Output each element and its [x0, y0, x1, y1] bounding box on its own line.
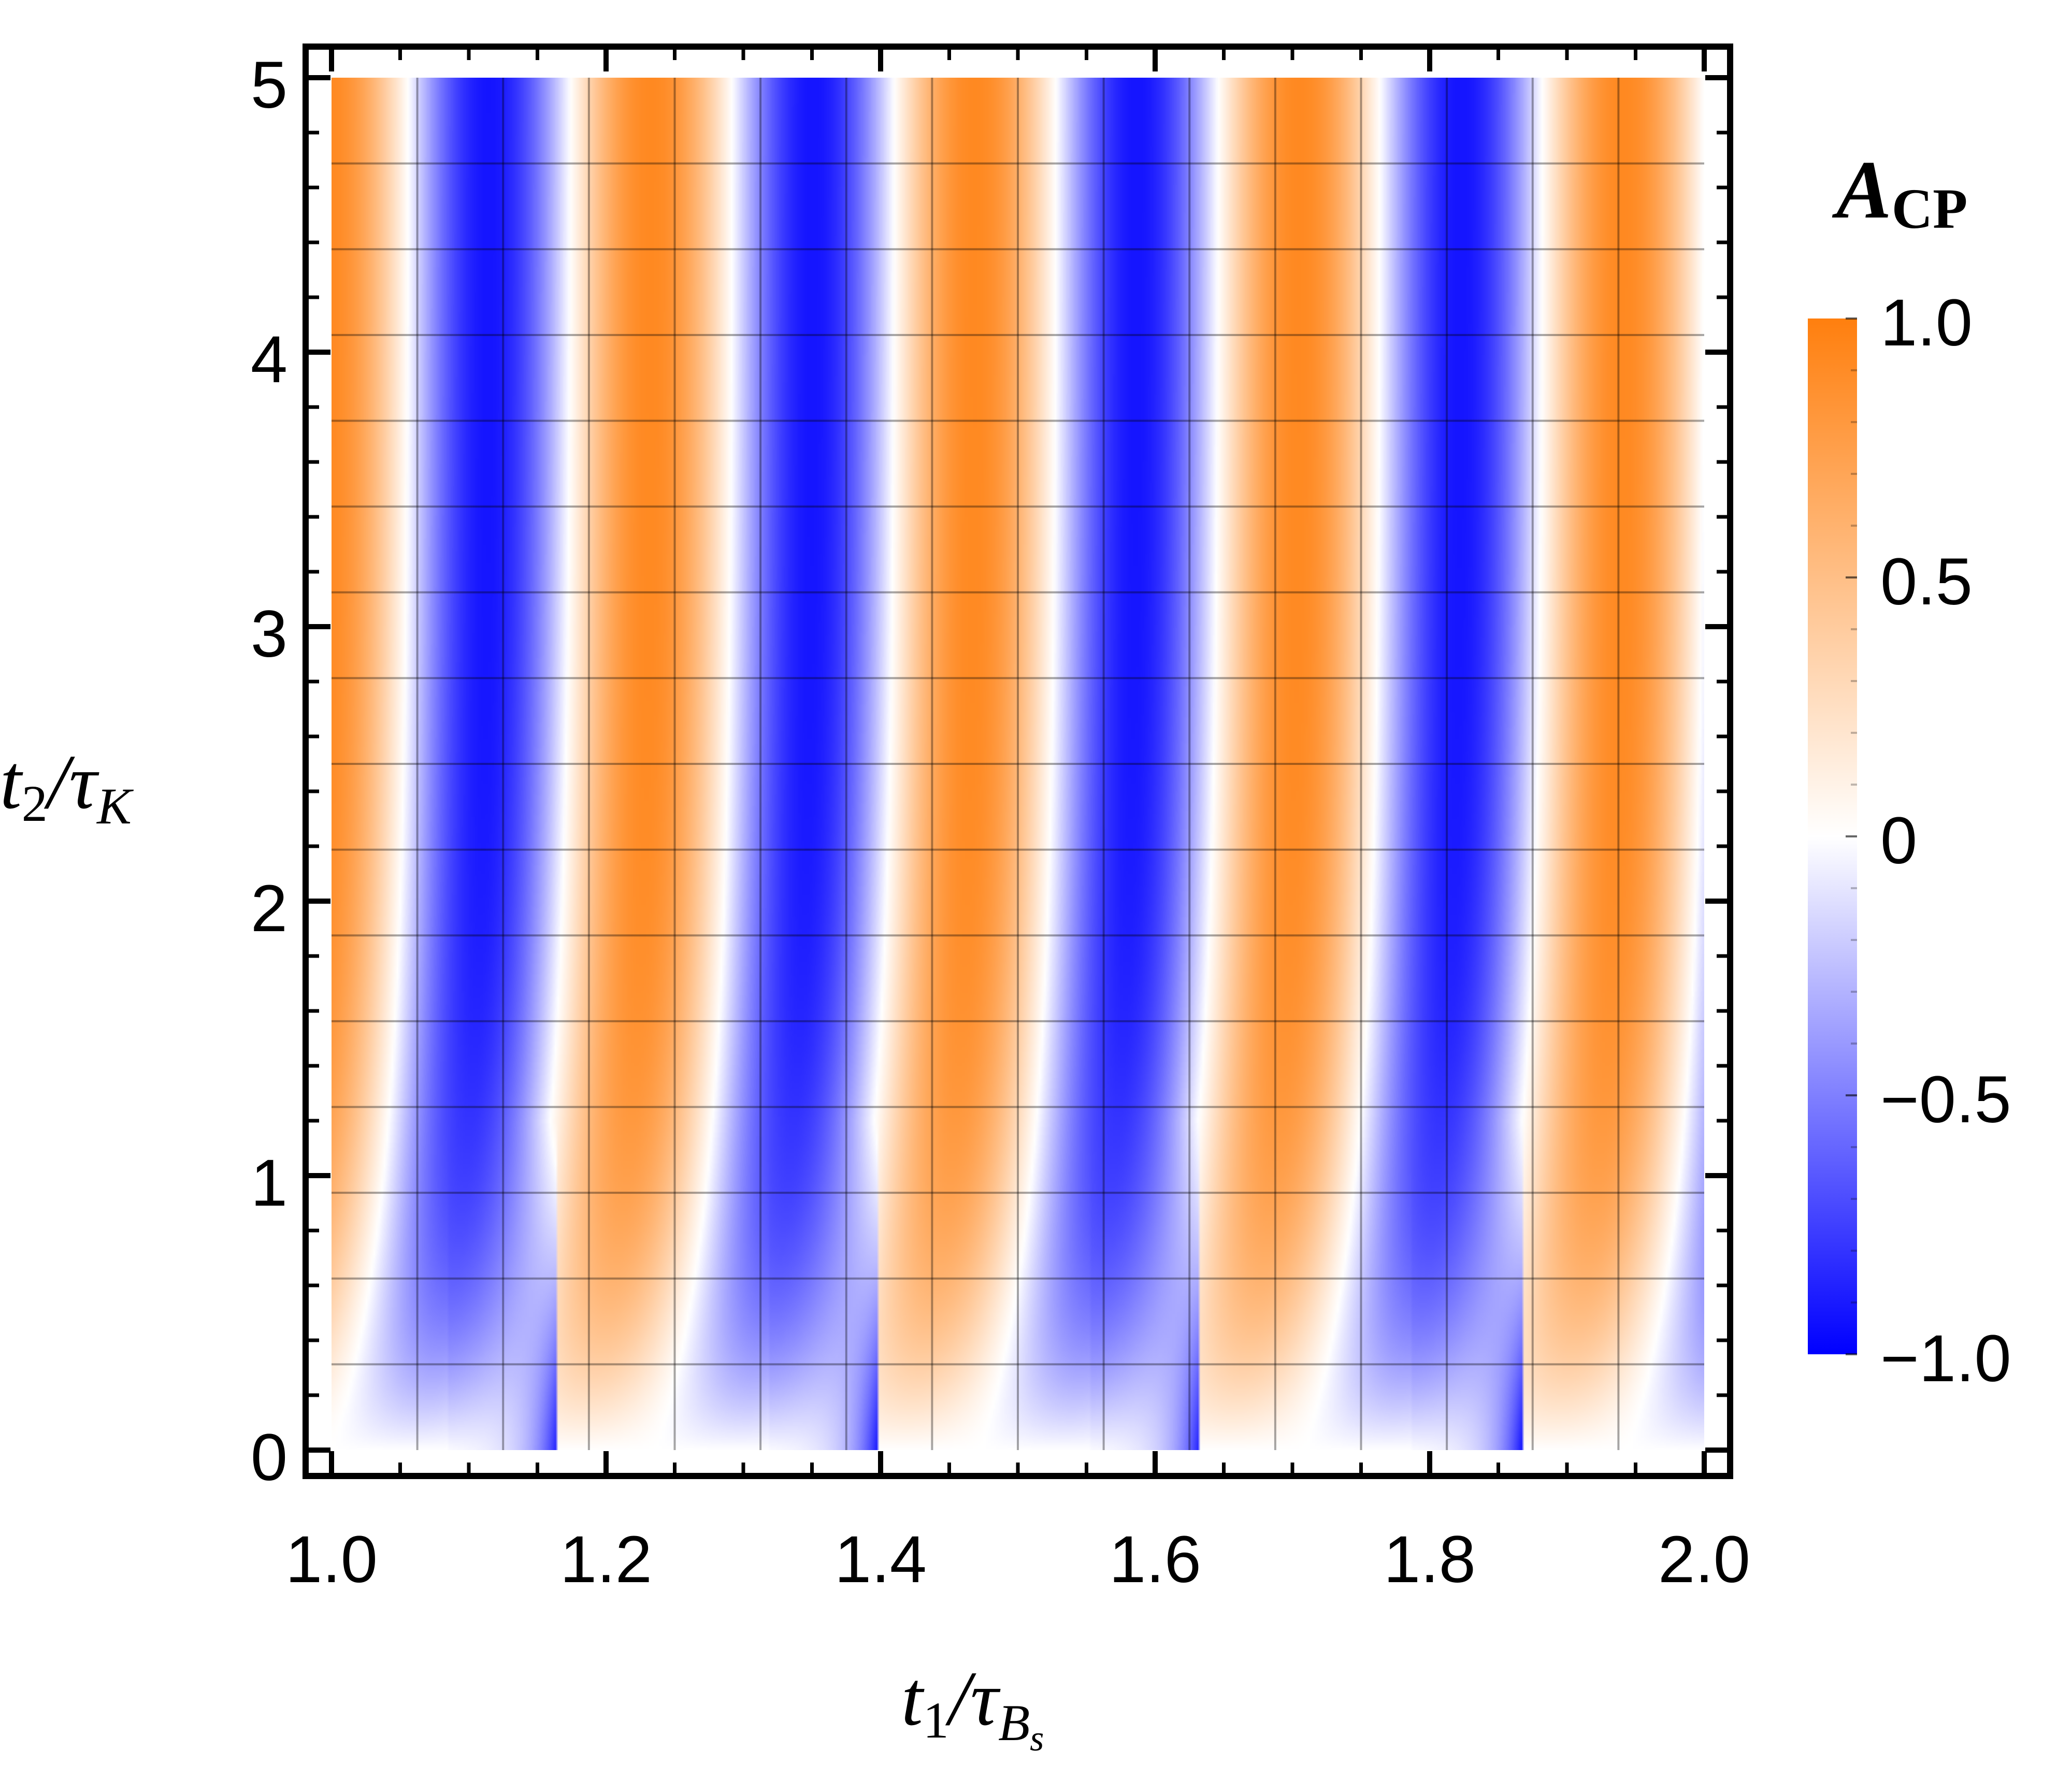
x-axis-label-sub3: s [1030, 1719, 1044, 1759]
colorbar-tick-label-0: 1.0 [1880, 286, 1973, 360]
colorbar: ACP 1.0 0.5 0 −0.5 −1.0 [1808, 143, 2011, 1396]
x-tick-label-5: 2.0 [1658, 1523, 1750, 1597]
y-axis-label: t2/τK [0, 739, 134, 835]
y-tick-label-5: 5 [251, 48, 287, 122]
heatmap-area [332, 78, 1704, 1450]
mesh-lines [332, 78, 1704, 1450]
colorbar-tick-label-1: 0.5 [1880, 545, 1973, 619]
x-axis-label-sub2: B [998, 1694, 1030, 1751]
x-axis-label-slash: /τ [945, 1656, 1001, 1742]
y-axis-label-main: t [0, 739, 23, 825]
x-tick-label-0: 1.0 [285, 1523, 378, 1597]
colorbar-tick-label-2: 0 [1880, 804, 1917, 878]
x-tick-label-2: 1.4 [834, 1523, 927, 1597]
y-axis-label-slash: /τ [44, 739, 100, 825]
heatmap-image [332, 78, 1704, 1450]
y-tick-label-2: 2 [251, 872, 287, 946]
y-axis-label-sub: 2 [22, 775, 48, 832]
x-tick-label-4: 1.8 [1384, 1523, 1476, 1597]
x-axis-label-main: t [901, 1656, 925, 1742]
x-tick-label-3: 1.6 [1109, 1523, 1201, 1597]
colorbar-tick-label-4: −1.0 [1880, 1322, 2011, 1396]
axis-ticks [306, 47, 1730, 1476]
colorbar-ticks [1846, 317, 1857, 1355]
colorbar-title: ACP [1832, 143, 1967, 240]
x-tick-labels: 1.0 1.2 1.4 1.6 1.8 2.0 [285, 1523, 1750, 1597]
y-tick-label-1: 1 [251, 1146, 287, 1220]
colorbar-title-sub: CP [1892, 177, 1968, 240]
x-tick-label-1: 1.2 [560, 1523, 652, 1597]
x-axis-label: t1/τBs [901, 1656, 1044, 1759]
y-tick-label-4: 4 [251, 323, 287, 397]
y-tick-label-3: 3 [251, 597, 287, 671]
colorbar-tick-label-3: −0.5 [1880, 1063, 2011, 1137]
y-tick-label-0: 0 [251, 1421, 287, 1495]
x-axis-label-sub: 1 [923, 1691, 949, 1749]
y-axis-label-sub2: K [96, 777, 134, 835]
y-tick-labels: 0 1 2 3 4 5 [251, 48, 287, 1495]
colorbar-title-main: A [1832, 143, 1892, 236]
colorbar-tick-labels: 1.0 0.5 0 −0.5 −1.0 [1880, 286, 2011, 1396]
